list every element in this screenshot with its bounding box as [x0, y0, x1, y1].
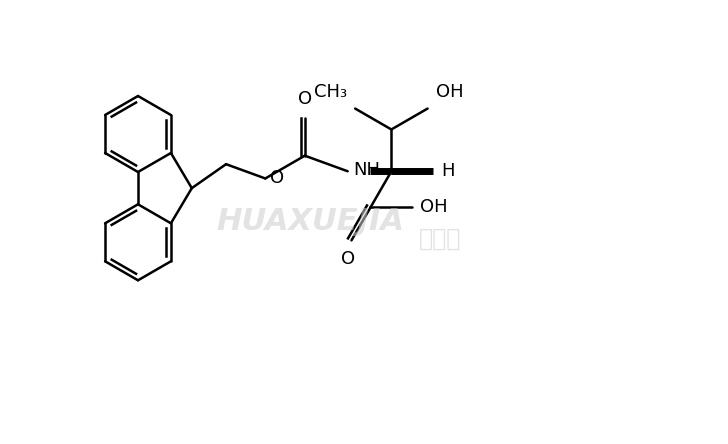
Text: HUAXUEJIA: HUAXUEJIA — [216, 207, 404, 237]
Text: 化学加: 化学加 — [419, 227, 461, 251]
Text: H: H — [441, 162, 455, 180]
Text: O: O — [270, 170, 285, 187]
Text: CH₃: CH₃ — [314, 83, 347, 101]
Text: OH: OH — [420, 198, 448, 217]
Text: OH: OH — [435, 83, 463, 101]
Text: O: O — [341, 250, 355, 268]
Text: O: O — [298, 90, 312, 108]
Text: NH: NH — [354, 161, 381, 179]
